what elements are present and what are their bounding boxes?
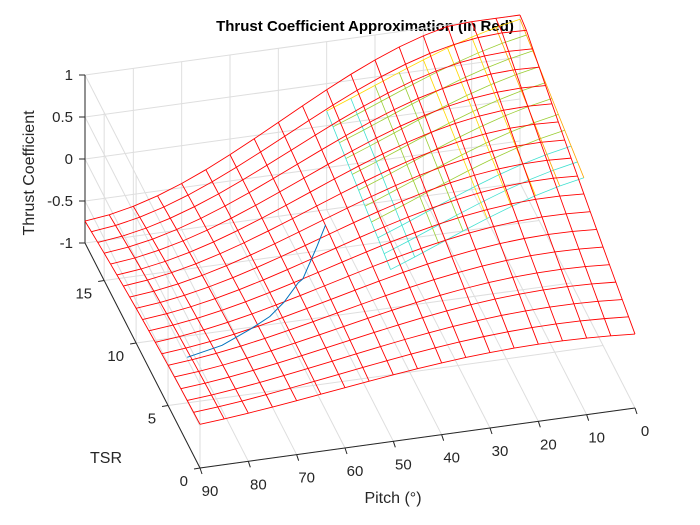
x-axis-line [199,407,636,469]
approximation-surface-line [199,333,636,425]
approximation-surface-line [142,175,578,320]
x-tick-mark [537,421,541,428]
approximation-surface-line [108,214,225,420]
chart-title: Thrust Coefficient Approximation (in Red… [216,18,514,35]
approximation-surface-line [519,14,636,335]
approximation-surface-line [398,46,515,349]
x-tick-label: 90 [202,483,219,500]
x-tick-label: 80 [250,476,267,493]
reference-surface-line [422,59,488,219]
approximation-surface-line [193,316,629,413]
y-tick-label: 10 [107,348,124,365]
y-tick-label: 5 [148,411,156,428]
x-tick-mark [247,461,251,468]
approximation-surface-line [374,59,491,353]
reference-surface-line [447,47,512,207]
approximation-surface-line [495,18,612,336]
approximation-surface-line [471,21,588,339]
y-tick-mark [193,467,201,470]
x-tick-label: 60 [347,463,364,480]
approximation-surface-line [422,35,539,345]
z-tick-label: 0.5 [52,109,73,126]
reference-surface-line [326,110,391,270]
y-tick-label: 0 [180,473,188,490]
approximation-surface-line [132,206,249,414]
reference-surface-line [371,129,565,223]
grid-line-z [84,140,521,427]
reference-surface-line [390,177,585,270]
x-tick-mark [634,407,638,415]
x-tick-label: 20 [540,436,557,453]
reference-surface-line [374,85,440,245]
approximation-surface-line [180,281,616,390]
approximation-surface-line [277,122,394,376]
z-tick-label: 0 [65,151,73,168]
approximation-surface-line [181,183,298,401]
approximation-surface-line [174,264,610,378]
x-tick-label: 30 [492,443,509,460]
x-tick-label: 10 [588,430,605,447]
y-tick-mark [161,405,169,407]
approximation-surface-line [205,169,322,395]
approximation-surface-line [110,85,546,265]
x-tick-mark [441,434,445,441]
approximation-surface-line [148,193,584,332]
y-tick-mark [130,342,137,345]
x-tick-mark [489,427,493,435]
approximation-surface-line [157,195,273,408]
x-tick-label: 70 [298,470,315,487]
tick-labels: 90 80 70 60 50 40 30 20 10 0 0 5 10 15 -1 -0.5 0 0.5 1 [47,67,649,500]
x-tick-label: 50 [395,456,412,473]
grid-line-tsr [103,112,540,282]
reference-surface-line [339,50,533,144]
x-tick-label: 0 [641,423,649,440]
x-axis-label: Pitch (°) [364,490,421,507]
approximation-surface-line [350,74,467,358]
approximation-surface-line [84,220,201,425]
reference-surface-line [358,98,553,191]
x-tick-mark [344,447,348,455]
x-tick-mark [392,441,396,448]
z-tick-label: -0.5 [47,193,73,210]
z-axis-label: Thrust Coefficient [21,110,38,236]
x-tick-mark [586,414,590,421]
boundary-curve [187,224,327,358]
y-axis-label: TSR [90,450,122,467]
x-tick-mark [296,454,300,461]
z-tick-label: -1 [60,235,73,252]
y-tick-mark [98,280,105,282]
approximation-surface-line [326,89,443,364]
reference-surface-line [350,98,416,258]
y-tick-label: 15 [75,286,92,303]
surfaces [84,14,636,425]
z-tick-label: 1 [65,67,73,84]
grid-lines [84,14,636,469]
approximation-surface-line [229,154,346,388]
axes [79,74,638,475]
reference-surface-line [519,19,585,178]
approximation-surface-line [302,105,418,369]
x-tick-mark [199,467,203,475]
x-tick-label: 40 [443,450,460,467]
reference-surface-line [377,145,572,239]
approximation-surface-line [97,48,533,243]
y-axis-line [84,242,201,469]
approximation-surface-line [447,26,563,342]
